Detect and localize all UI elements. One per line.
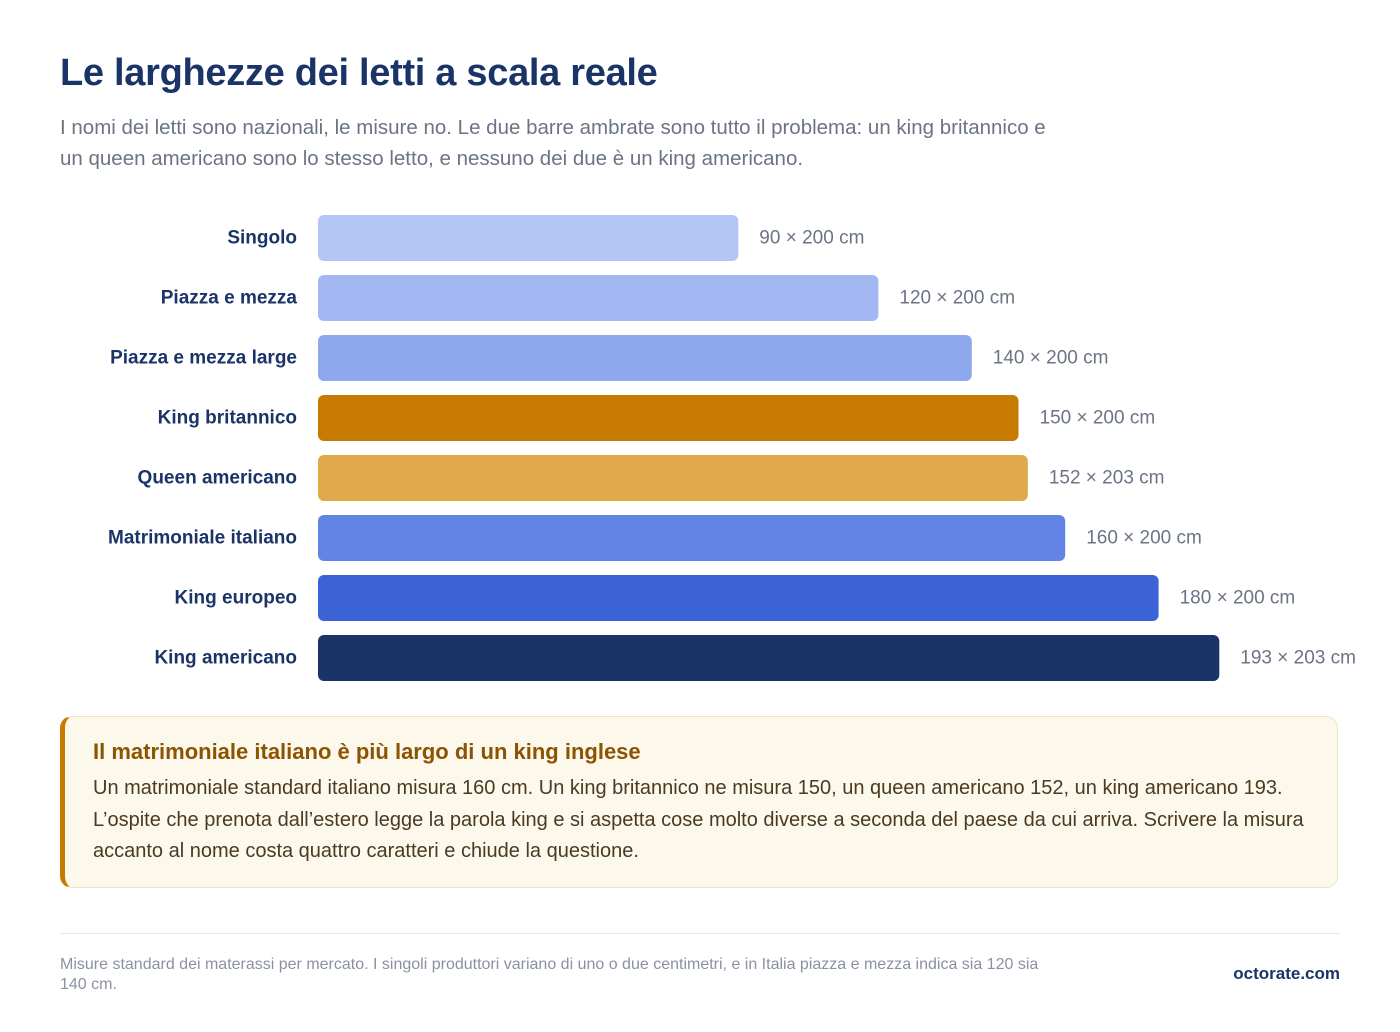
value-label-matrimoniale-italiano: 160 × 200 cm	[1086, 528, 1202, 549]
bed-width-bar-chart: Singolo 90 × 200 cm Piazza e mezza 120 × 20…	[108, 215, 1356, 681]
footnote: Misure standard dei materassi per mercat…	[60, 956, 1039, 993]
category-label-piazza-e-mezza: Piazza e mezza	[161, 288, 298, 309]
bar-king-europeo	[318, 575, 1159, 621]
callout-title: Il matrimoniale italiano è più largo di …	[93, 739, 641, 764]
page-title: Le larghezze dei letti a scala reale	[60, 52, 658, 94]
bar-king-britannico	[318, 395, 1019, 441]
bar-singolo	[318, 215, 739, 261]
value-label-king-britannico: 150 × 200 cm	[1040, 408, 1156, 429]
value-label-singolo: 90 × 200 cm	[759, 228, 864, 249]
category-label-matrimoniale-italiano: Matrimoniale italiano	[108, 528, 297, 549]
category-label-king-americano: King americano	[154, 648, 297, 669]
value-label-king-americano: 193 × 203 cm	[1240, 648, 1356, 669]
bar-king-americano	[318, 635, 1220, 681]
bar-matrimoniale-italiano	[318, 515, 1066, 561]
category-label-singolo: Singolo	[227, 228, 297, 249]
brand-link[interactable]: octorate.com	[1233, 964, 1340, 983]
bar-piazza-e-mezza-large	[318, 335, 972, 381]
category-label-queen-americano: Queen americano	[138, 468, 297, 489]
value-label-piazza-e-mezza-large: 140 × 200 cm	[993, 348, 1109, 369]
value-label-piazza-e-mezza: 120 × 200 cm	[899, 288, 1015, 309]
callout-box: Il matrimoniale italiano è più largo di …	[60, 716, 1338, 888]
value-label-king-europeo: 180 × 200 cm	[1180, 588, 1296, 609]
page-subtitle: I nomi dei letti sono nazionali, le misu…	[60, 116, 1046, 170]
value-label-queen-americano: 152 × 203 cm	[1049, 468, 1165, 489]
bar-queen-americano	[318, 455, 1028, 501]
callout-body: Un matrimoniale standard italiano misura…	[93, 777, 1304, 862]
category-label-piazza-e-mezza-large: Piazza e mezza large	[110, 348, 297, 369]
category-label-king-britannico: King britannico	[158, 408, 297, 429]
category-label-king-europeo: King europeo	[175, 588, 297, 609]
footer-divider	[60, 933, 1340, 934]
bar-piazza-e-mezza	[318, 275, 879, 321]
